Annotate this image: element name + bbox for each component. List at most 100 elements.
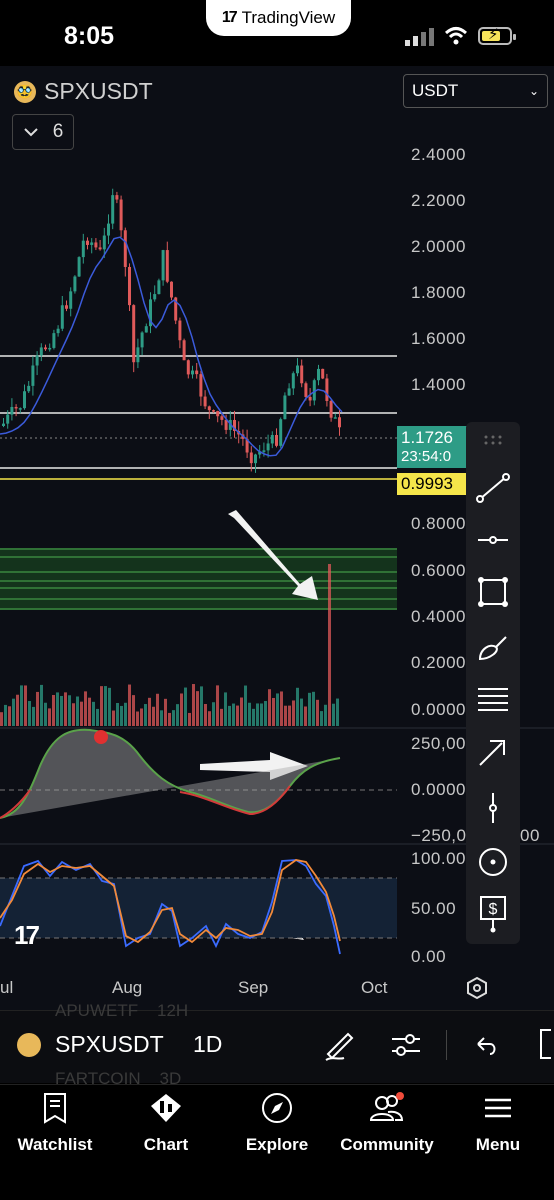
chart-symbol-header[interactable]: 🥸 SPXUSDT (14, 78, 153, 105)
pencil-icon[interactable] (322, 1028, 356, 1062)
currency-select[interactable]: USDT ⌄ (403, 74, 548, 108)
fullscreen-icon[interactable] (537, 1028, 554, 1060)
candle (27, 385, 31, 392)
time-axis-label: Oct (361, 978, 388, 997)
volume-bar (284, 705, 287, 726)
candle (245, 438, 249, 453)
price-axis-label: 2.4000 (411, 145, 466, 164)
tab-menu[interactable]: Menu (448, 1092, 548, 1155)
ghost-watchlist-row: FARTCOIN 3D (55, 1069, 182, 1088)
moving-average-line (0, 236, 343, 457)
volume-bar (228, 705, 231, 726)
compass-icon (262, 1093, 292, 1123)
symbol-button[interactable]: SPXUSDT (55, 1031, 164, 1057)
tradingview-banner[interactable]: 17 TradingView (206, 0, 351, 36)
volume-bar (280, 691, 283, 726)
volume-bar (216, 685, 219, 726)
volume-bar (208, 711, 211, 726)
undo-icon[interactable] (474, 1034, 498, 1056)
candle (52, 333, 56, 348)
drag-handle-icon[interactable] (466, 426, 520, 454)
volume-bar (96, 708, 99, 726)
current-price-tag: 1.1726 23:54:0 (397, 426, 467, 468)
arrow-icon[interactable] (466, 730, 520, 774)
vertical-line-icon[interactable] (466, 786, 520, 830)
volume-bar (312, 691, 315, 726)
chart-canvas[interactable] (0, 66, 554, 1010)
candle (119, 199, 123, 231)
candle (254, 454, 257, 464)
volume-bar (240, 697, 243, 726)
candle (329, 400, 333, 418)
volume-bar (176, 704, 179, 726)
volume-bar (172, 710, 175, 726)
candle (207, 406, 211, 411)
signal-icon (405, 28, 434, 46)
candle (275, 434, 278, 446)
candle (304, 383, 308, 397)
candle (115, 195, 119, 200)
tab-explore[interactable]: Explore (227, 1092, 327, 1155)
candle (60, 305, 64, 329)
stochastic-axis-label: 0.00 (411, 947, 447, 966)
current-price: 1.1726 (401, 428, 453, 447)
volume-bar (52, 694, 55, 726)
candle (161, 250, 165, 281)
volume-bar (192, 684, 195, 726)
rectangle-icon[interactable] (466, 570, 520, 614)
candle (178, 320, 182, 341)
currency-select-value: USDT (412, 81, 459, 100)
volume-bar (308, 692, 311, 726)
horizontal-ray-icon[interactable] (466, 518, 520, 562)
volume-bar (236, 705, 239, 726)
volume-bar (136, 711, 139, 726)
candle (321, 368, 325, 379)
tab-label: Chart (143, 1135, 189, 1154)
volume-bar (320, 711, 323, 726)
time-axis-label: Sep (238, 978, 269, 997)
indicators-collapse-button[interactable]: 6 (12, 114, 74, 150)
candle (249, 452, 253, 464)
volume-bar (328, 564, 331, 726)
candle (102, 235, 106, 250)
volume-bar (44, 702, 47, 726)
tab-community[interactable]: Community (337, 1092, 437, 1155)
tab-bar (0, 1084, 554, 1200)
indicators-settings-icon[interactable] (390, 1030, 422, 1060)
candle (6, 414, 10, 424)
tab-label: Watchlist (17, 1135, 93, 1154)
time-axis-label: ul (0, 978, 14, 997)
volume-bar (128, 684, 131, 726)
oscillator-peak-dot (94, 730, 108, 744)
chart-area[interactable] (0, 66, 554, 1010)
candle (174, 297, 178, 321)
toolbar-divider (446, 1030, 447, 1060)
circle-icon[interactable] (466, 840, 520, 884)
volume-bar (84, 691, 87, 726)
volume-bar (156, 693, 159, 726)
price-label-icon[interactable]: $ (466, 892, 520, 936)
volume-bar (116, 702, 119, 726)
candle (98, 247, 102, 250)
tab-watchlist[interactable]: Watchlist (5, 1092, 105, 1155)
indicator-count: 6 (52, 121, 64, 142)
settings-icon[interactable] (466, 976, 488, 1000)
candle (212, 410, 215, 412)
candle (144, 326, 148, 333)
candle (123, 230, 127, 267)
volume-bar (76, 696, 79, 726)
candle (14, 406, 18, 409)
fib-icon[interactable] (466, 678, 520, 722)
candle (48, 347, 52, 350)
candle (94, 242, 98, 248)
candle (287, 388, 291, 396)
brush-icon[interactable] (466, 626, 520, 670)
interval-button[interactable]: 1D (193, 1031, 223, 1057)
tab-label: Menu (475, 1135, 521, 1154)
trendline-icon[interactable] (466, 466, 520, 510)
volume-bar (304, 706, 307, 726)
tab-chart[interactable]: Chart (116, 1092, 216, 1155)
volume-bar (184, 687, 187, 726)
volume-bar (152, 706, 155, 726)
candle (86, 240, 89, 245)
